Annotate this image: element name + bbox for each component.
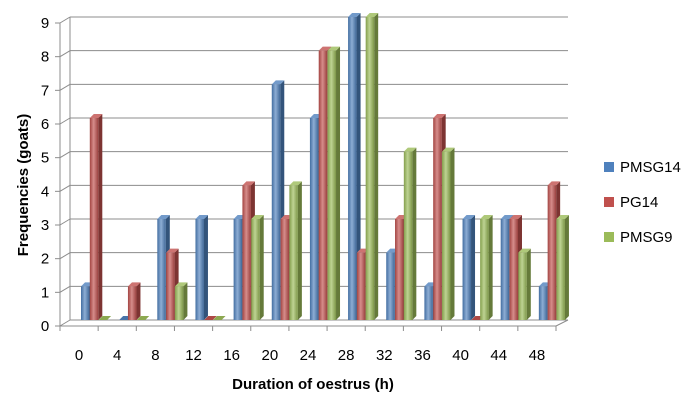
- bar: [556, 215, 569, 320]
- gridline-depth: [59, 50, 71, 58]
- bar: [289, 181, 302, 320]
- x-tick-label: 16: [223, 347, 240, 364]
- floor-edge: [555, 319, 569, 327]
- legend-swatch: [604, 232, 614, 242]
- bar: [348, 13, 361, 320]
- y-tick-labels: 0 1 2 3 4 5 6 7 8 9: [41, 15, 49, 335]
- y-tick-label: 4: [41, 183, 49, 200]
- bar: [136, 316, 150, 320]
- x-tick-label: 36: [414, 347, 431, 364]
- gridline-depth: [59, 319, 71, 327]
- y-tick-label: 9: [41, 15, 49, 32]
- legend-swatch: [604, 162, 614, 172]
- gridline-depth: [59, 151, 71, 159]
- legend-label: PMSG14: [620, 159, 681, 176]
- bar: [403, 147, 417, 320]
- bar: [127, 282, 141, 320]
- gridline-depth: [59, 218, 71, 226]
- bars: [81, 13, 569, 321]
- x-tick-label: 20: [262, 347, 279, 364]
- legend-label: PMSG9: [620, 229, 673, 246]
- x-tick-label: 28: [338, 347, 355, 364]
- x-tick-label: 8: [151, 347, 159, 364]
- gridline-depth: [59, 252, 71, 260]
- y-tick-label: 2: [41, 251, 49, 268]
- x-tick-label: 40: [452, 347, 469, 364]
- bar: [98, 316, 112, 320]
- x-tick-label: 48: [529, 347, 546, 364]
- bar: [204, 316, 217, 320]
- gridline-depth: [59, 83, 71, 91]
- bar: [441, 147, 455, 320]
- x-tick-label: 44: [490, 347, 507, 364]
- x-tick-label: 0: [75, 347, 83, 364]
- bar: [518, 248, 531, 320]
- y-tick-label: 5: [41, 150, 49, 167]
- bar: [462, 215, 476, 320]
- y-tick-label: 8: [41, 49, 49, 66]
- gridline-depth: [59, 117, 71, 125]
- y-tick-label: 3: [41, 217, 49, 234]
- gridline-depth: [59, 16, 71, 24]
- gridline-depth: [59, 285, 71, 293]
- x-axis-title: Duration of oestrus (h): [232, 376, 394, 393]
- bar: [213, 316, 226, 320]
- bar: [89, 114, 103, 320]
- legend: PMSG14 PG14 PMSG9: [604, 159, 681, 246]
- y-tick-label: 0: [41, 318, 49, 335]
- y-tick-label: 7: [41, 82, 49, 99]
- x-tick-labels: 0 4 8 12 16 20 24 28 32 36 40 44 48: [75, 347, 545, 364]
- legend-item: PMSG14: [604, 159, 681, 176]
- x-tick-label: 12: [185, 347, 202, 364]
- bar: [195, 215, 208, 320]
- legend-label: PG14: [620, 194, 658, 211]
- bar: [327, 46, 341, 321]
- bar: [365, 13, 379, 320]
- y-tick-label: 1: [41, 284, 49, 301]
- legend-item: PG14: [604, 194, 658, 211]
- gridline-depth: [59, 184, 71, 192]
- axes: [55, 17, 569, 331]
- legend-item: PMSG9: [604, 229, 673, 246]
- bar: [174, 282, 188, 320]
- bar: [251, 215, 264, 320]
- bar: [480, 215, 493, 320]
- legend-swatch: [604, 197, 614, 207]
- x-tick-label: 4: [113, 347, 121, 364]
- x-tick-label: 32: [376, 347, 393, 364]
- x-tick-label: 24: [300, 347, 317, 364]
- y-tick-label: 6: [41, 116, 49, 133]
- y-axis-title: Frequencies (goats): [15, 114, 32, 257]
